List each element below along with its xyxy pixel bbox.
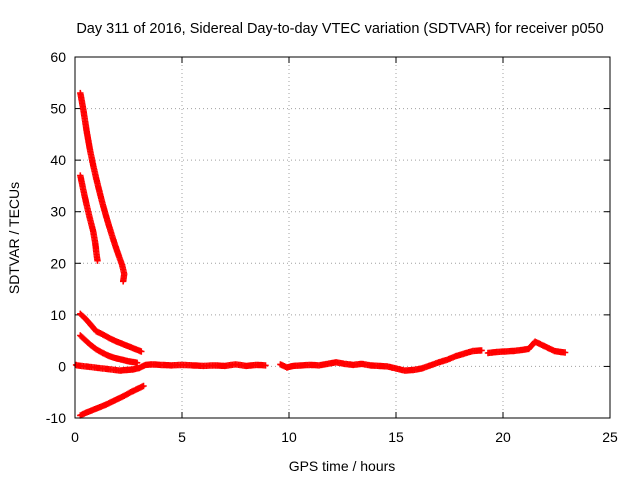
- x-tick-label: 20: [495, 429, 511, 445]
- y-tick-label: 50: [50, 101, 66, 117]
- data-point: [478, 347, 485, 354]
- data-point: [120, 278, 127, 285]
- grid: [75, 57, 610, 418]
- y-axis-label: SDTVAR / TECUs: [6, 182, 22, 294]
- axis-ticks: 0 5 10 15 20 25 -10 0 10 20 30 40 50 60: [46, 49, 618, 445]
- series-arc-7: [277, 347, 485, 374]
- y-tick-label: 60: [50, 49, 66, 65]
- data-point: [138, 348, 145, 355]
- plot-frame: [74, 56, 611, 419]
- x-tick-label: 5: [178, 429, 186, 445]
- y-tick-label: 10: [50, 307, 66, 323]
- x-tick-label: 25: [602, 429, 618, 445]
- data-points: [72, 89, 569, 419]
- data-point: [262, 362, 269, 369]
- data-point: [94, 257, 101, 264]
- series-arc-1: [77, 89, 128, 285]
- x-tick-label: 0: [71, 429, 79, 445]
- series-arc-5: [77, 382, 147, 419]
- chart-title: Day 311 of 2016, Sidereal Day-to-day VTE…: [76, 21, 603, 37]
- x-tick-label: 10: [281, 429, 297, 445]
- y-tick-label: 0: [58, 358, 66, 374]
- series-arc-6: [72, 361, 269, 374]
- x-tick-label: 15: [388, 429, 404, 445]
- data-point: [133, 359, 141, 366]
- series-arc-8: [484, 338, 569, 357]
- series-arc-3: [77, 310, 145, 355]
- y-tick-label: 40: [50, 152, 66, 168]
- y-tick-label: 20: [50, 255, 66, 271]
- data-point: [561, 349, 569, 356]
- x-axis-label: GPS time / hours: [289, 458, 396, 474]
- series-arc-4: [77, 332, 141, 366]
- data-point: [140, 382, 147, 390]
- y-tick-label: 30: [50, 204, 66, 220]
- series-arc-2: [77, 172, 101, 264]
- y-tick-label: -10: [46, 410, 66, 426]
